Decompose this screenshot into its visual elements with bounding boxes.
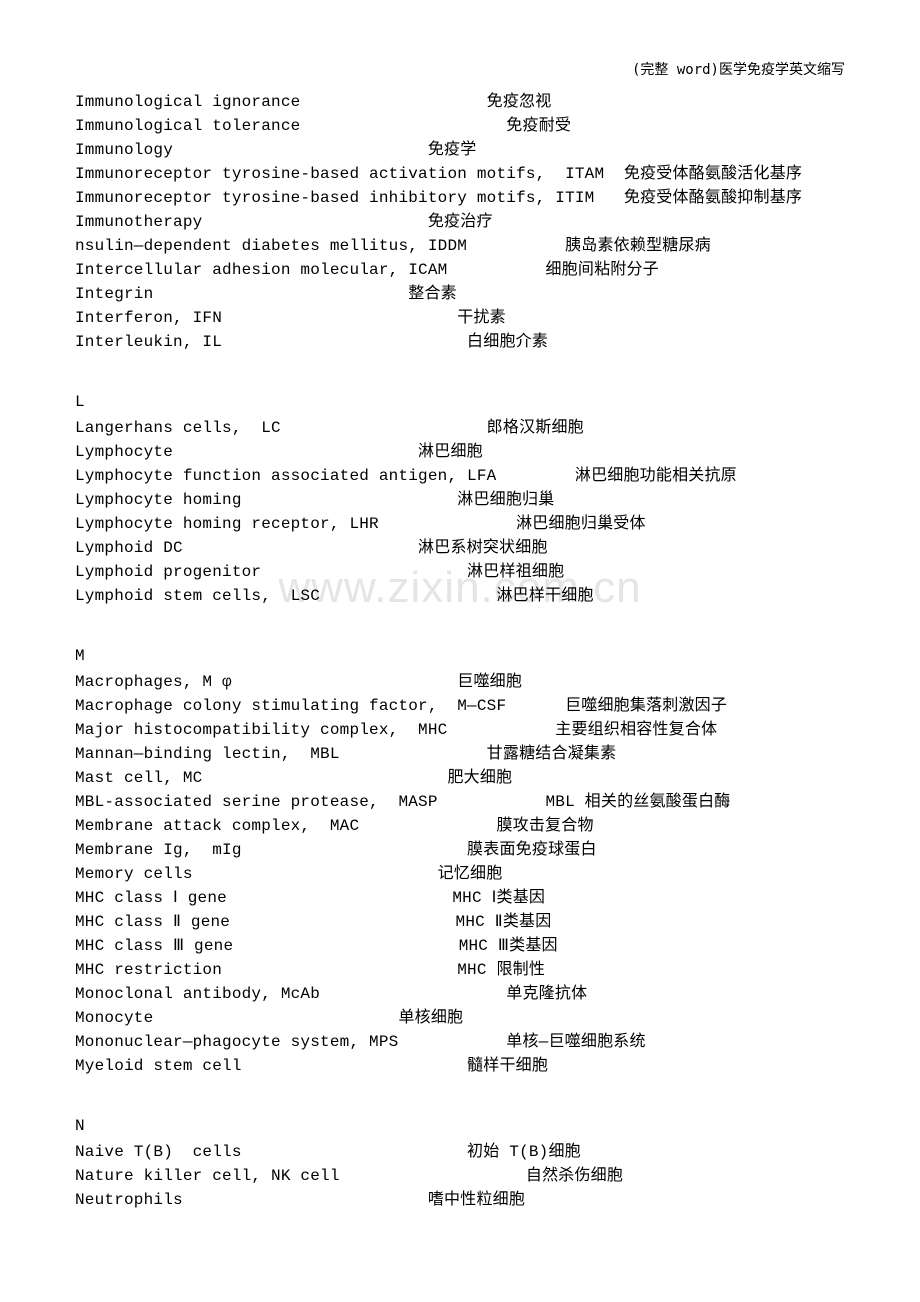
glossary-entry: Interferon, IFN 干扰素 (75, 306, 845, 330)
page-header: (完整 word)医学免疫学英文缩写 (632, 60, 845, 81)
glossary-entry: Macrophages, M φ 巨噬细胞 (75, 670, 845, 694)
glossary-entry: Lymphocyte 淋巴细胞 (75, 440, 845, 464)
section-header: N (75, 1114, 845, 1138)
glossary-entry: Membrane attack complex, MAC 膜攻击复合物 (75, 814, 845, 838)
glossary-entry: Immunological ignorance 免疫忽视 (75, 90, 845, 114)
glossary-entry: Lymphocyte homing receptor, LHR 淋巴细胞归巢受体 (75, 512, 845, 536)
glossary-entry: Macrophage colony stimulating factor, M—… (75, 694, 845, 718)
glossary-entry: Memory cells 记忆细胞 (75, 862, 845, 886)
glossary-entry: Monocyte 单核细胞 (75, 1006, 845, 1030)
glossary-entry: Immunotherapy 免疫治疗 (75, 210, 845, 234)
glossary-entry: Major histocompatibility complex, MHC 主要… (75, 718, 845, 742)
glossary-entry: Mast cell, MC 肥大细胞 (75, 766, 845, 790)
glossary-entry: MHC class Ⅱ gene MHC Ⅱ类基因 (75, 910, 845, 934)
glossary-entry: Lymphocyte homing 淋巴细胞归巢 (75, 488, 845, 512)
glossary-entry: Lymphoid progenitor 淋巴样祖细胞 (75, 560, 845, 584)
glossary-entry: Naive T(B) cells 初始 T(B)细胞 (75, 1140, 845, 1164)
glossary-entry: Nature killer cell, NK cell 自然杀伤细胞 (75, 1164, 845, 1188)
glossary-entry: Immunoreceptor tyrosine-based activation… (75, 162, 845, 186)
section-header: M (75, 644, 845, 668)
glossary-entry: Monoclonal antibody, McAb 单克隆抗体 (75, 982, 845, 1006)
glossary-entry: MHC class Ⅲ gene MHC Ⅲ类基因 (75, 934, 845, 958)
glossary-entry: Lymphocyte function associated antigen, … (75, 464, 845, 488)
glossary-entry: Membrane Ig, mIg 膜表面免疫球蛋白 (75, 838, 845, 862)
glossary-entry: Integrin 整合素 (75, 282, 845, 306)
glossary-entry: Immunoreceptor tyrosine-based inhibitory… (75, 186, 845, 210)
glossary-entry: Intercellular adhesion molecular, ICAM 细… (75, 258, 845, 282)
glossary-entry: Lymphoid DC 淋巴系树突状细胞 (75, 536, 845, 560)
glossary-entry: Langerhans cells, LC 郎格汉斯细胞 (75, 416, 845, 440)
glossary-entry: MHC restriction MHC 限制性 (75, 958, 845, 982)
document-content: Immunological ignorance 免疫忽视Immunologica… (75, 90, 845, 1212)
glossary-entry: MHC class Ⅰ gene MHC Ⅰ类基因 (75, 886, 845, 910)
glossary-entry: Myeloid stem cell 髓样干细胞 (75, 1054, 845, 1078)
glossary-entry: Lymphoid stem cells, LSC 淋巴样干细胞 (75, 584, 845, 608)
glossary-entry: Mononuclear—phagocyte system, MPS 单核—巨噬细… (75, 1030, 845, 1054)
glossary-entry: Neutrophils 嗜中性粒细胞 (75, 1188, 845, 1212)
glossary-entry: Interleukin, IL 白细胞介素 (75, 330, 845, 354)
glossary-entry: Immunology 免疫学 (75, 138, 845, 162)
section-header: L (75, 390, 845, 414)
glossary-entry: Mannan—binding lectin, MBL 甘露糖结合凝集素 (75, 742, 845, 766)
glossary-entry: Immunological tolerance 免疫耐受 (75, 114, 845, 138)
glossary-entry: MBL-associated serine protease, MASP MBL… (75, 790, 845, 814)
glossary-entry: nsulin—dependent diabetes mellitus, IDDM… (75, 234, 845, 258)
